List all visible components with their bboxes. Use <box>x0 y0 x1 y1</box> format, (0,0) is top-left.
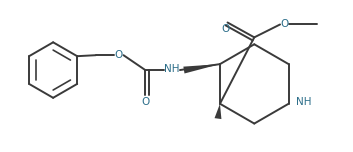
Text: O: O <box>114 50 122 60</box>
Text: O: O <box>221 24 230 35</box>
Text: O: O <box>280 19 288 29</box>
Polygon shape <box>215 104 221 119</box>
Text: NH: NH <box>295 97 311 107</box>
Text: NH: NH <box>164 64 180 74</box>
Text: O: O <box>141 97 149 107</box>
Polygon shape <box>183 64 220 73</box>
